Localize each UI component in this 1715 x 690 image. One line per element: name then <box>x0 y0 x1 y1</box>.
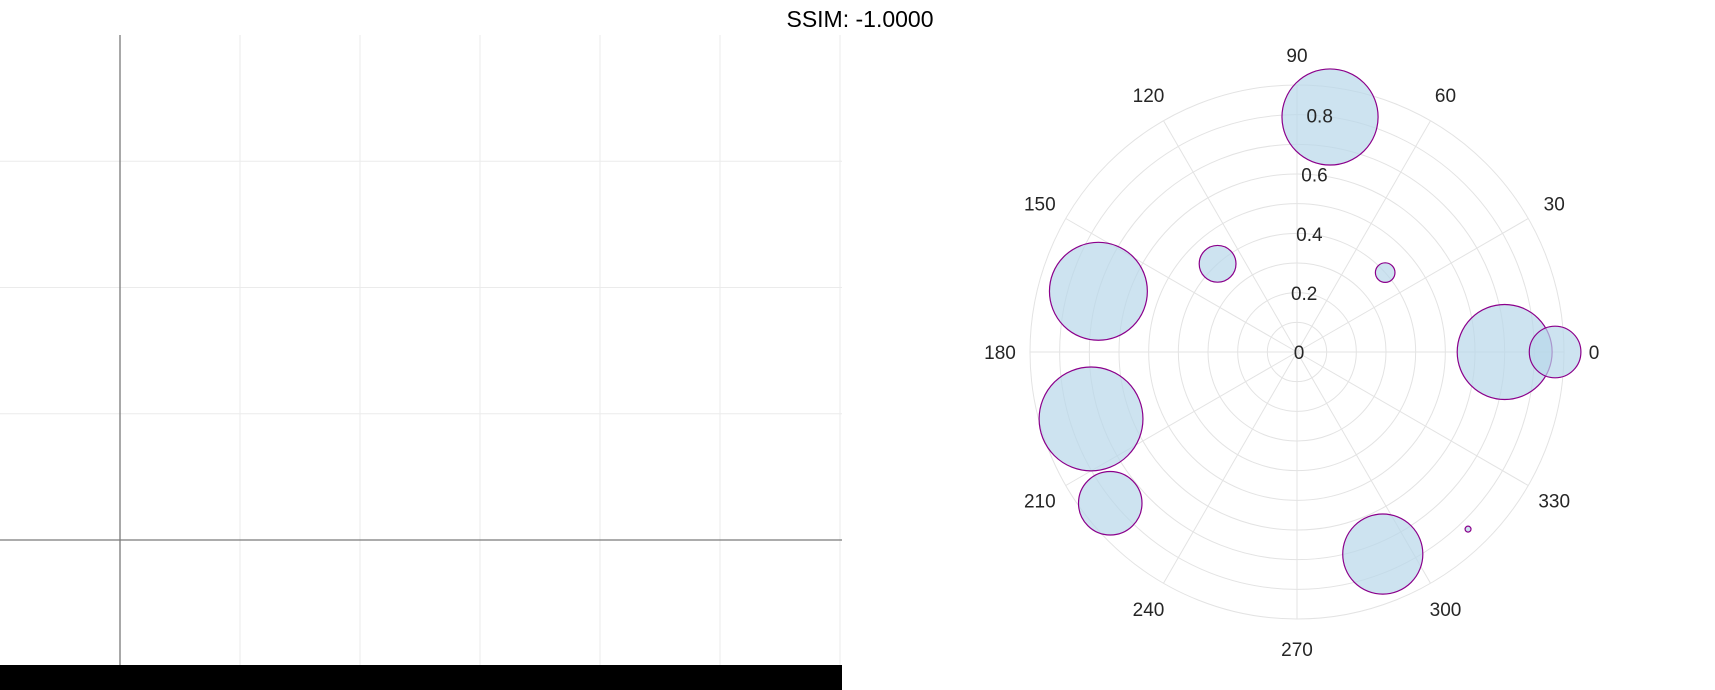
black-bar <box>0 665 842 690</box>
bubble-point <box>1281 68 1379 166</box>
theta-tick-label: 210 <box>1024 492 1056 513</box>
r-tick-label: 0.4 <box>1296 225 1323 246</box>
r-tick-label: 0.8 <box>1306 107 1332 128</box>
bubble-point <box>1048 241 1148 341</box>
theta-tick-label: 240 <box>1133 600 1165 621</box>
theta-tick-label: 60 <box>1435 86 1456 107</box>
theta-tick-label: 300 <box>1430 600 1462 621</box>
theta-tick-label: 30 <box>1544 195 1565 216</box>
left-axes <box>0 35 842 665</box>
theta-tick-label: 180 <box>984 343 1016 364</box>
polar-spoke <box>1065 218 1298 353</box>
polar-spoke <box>1296 351 1529 486</box>
bubble-point <box>1077 470 1143 536</box>
r-tick-label: 0.6 <box>1301 166 1327 187</box>
bubble-point <box>1464 525 1472 533</box>
theta-tick-label: 270 <box>1281 640 1313 661</box>
polar-spoke <box>1296 218 1529 353</box>
r-tick-label: 0 <box>1294 343 1305 364</box>
bubble-point <box>1342 513 1424 595</box>
theta-tick-label: 90 <box>1286 46 1307 67</box>
theta-tick-label: 330 <box>1538 492 1570 513</box>
polar-spoke <box>1296 120 1431 353</box>
bubble-point <box>1528 325 1582 379</box>
theta-tick-label: 0 <box>1589 343 1600 364</box>
polar-spoke <box>1163 351 1298 584</box>
polar-spoke <box>1163 120 1298 353</box>
r-tick-label: 0.2 <box>1291 284 1317 305</box>
bubble-point <box>1374 262 1396 283</box>
polar-axes: 0 0.2 0.4 0.6 0.8 0 30 60 90 120 150 180 210 240 270 30… <box>984 46 1599 661</box>
bubble-point <box>1038 366 1144 472</box>
theta-tick-label: 120 <box>1133 86 1165 107</box>
figure-title: SSIM: -1.0000 <box>786 6 933 32</box>
theta-tick-label: 150 <box>1024 195 1056 216</box>
bubble-point <box>1198 244 1237 283</box>
